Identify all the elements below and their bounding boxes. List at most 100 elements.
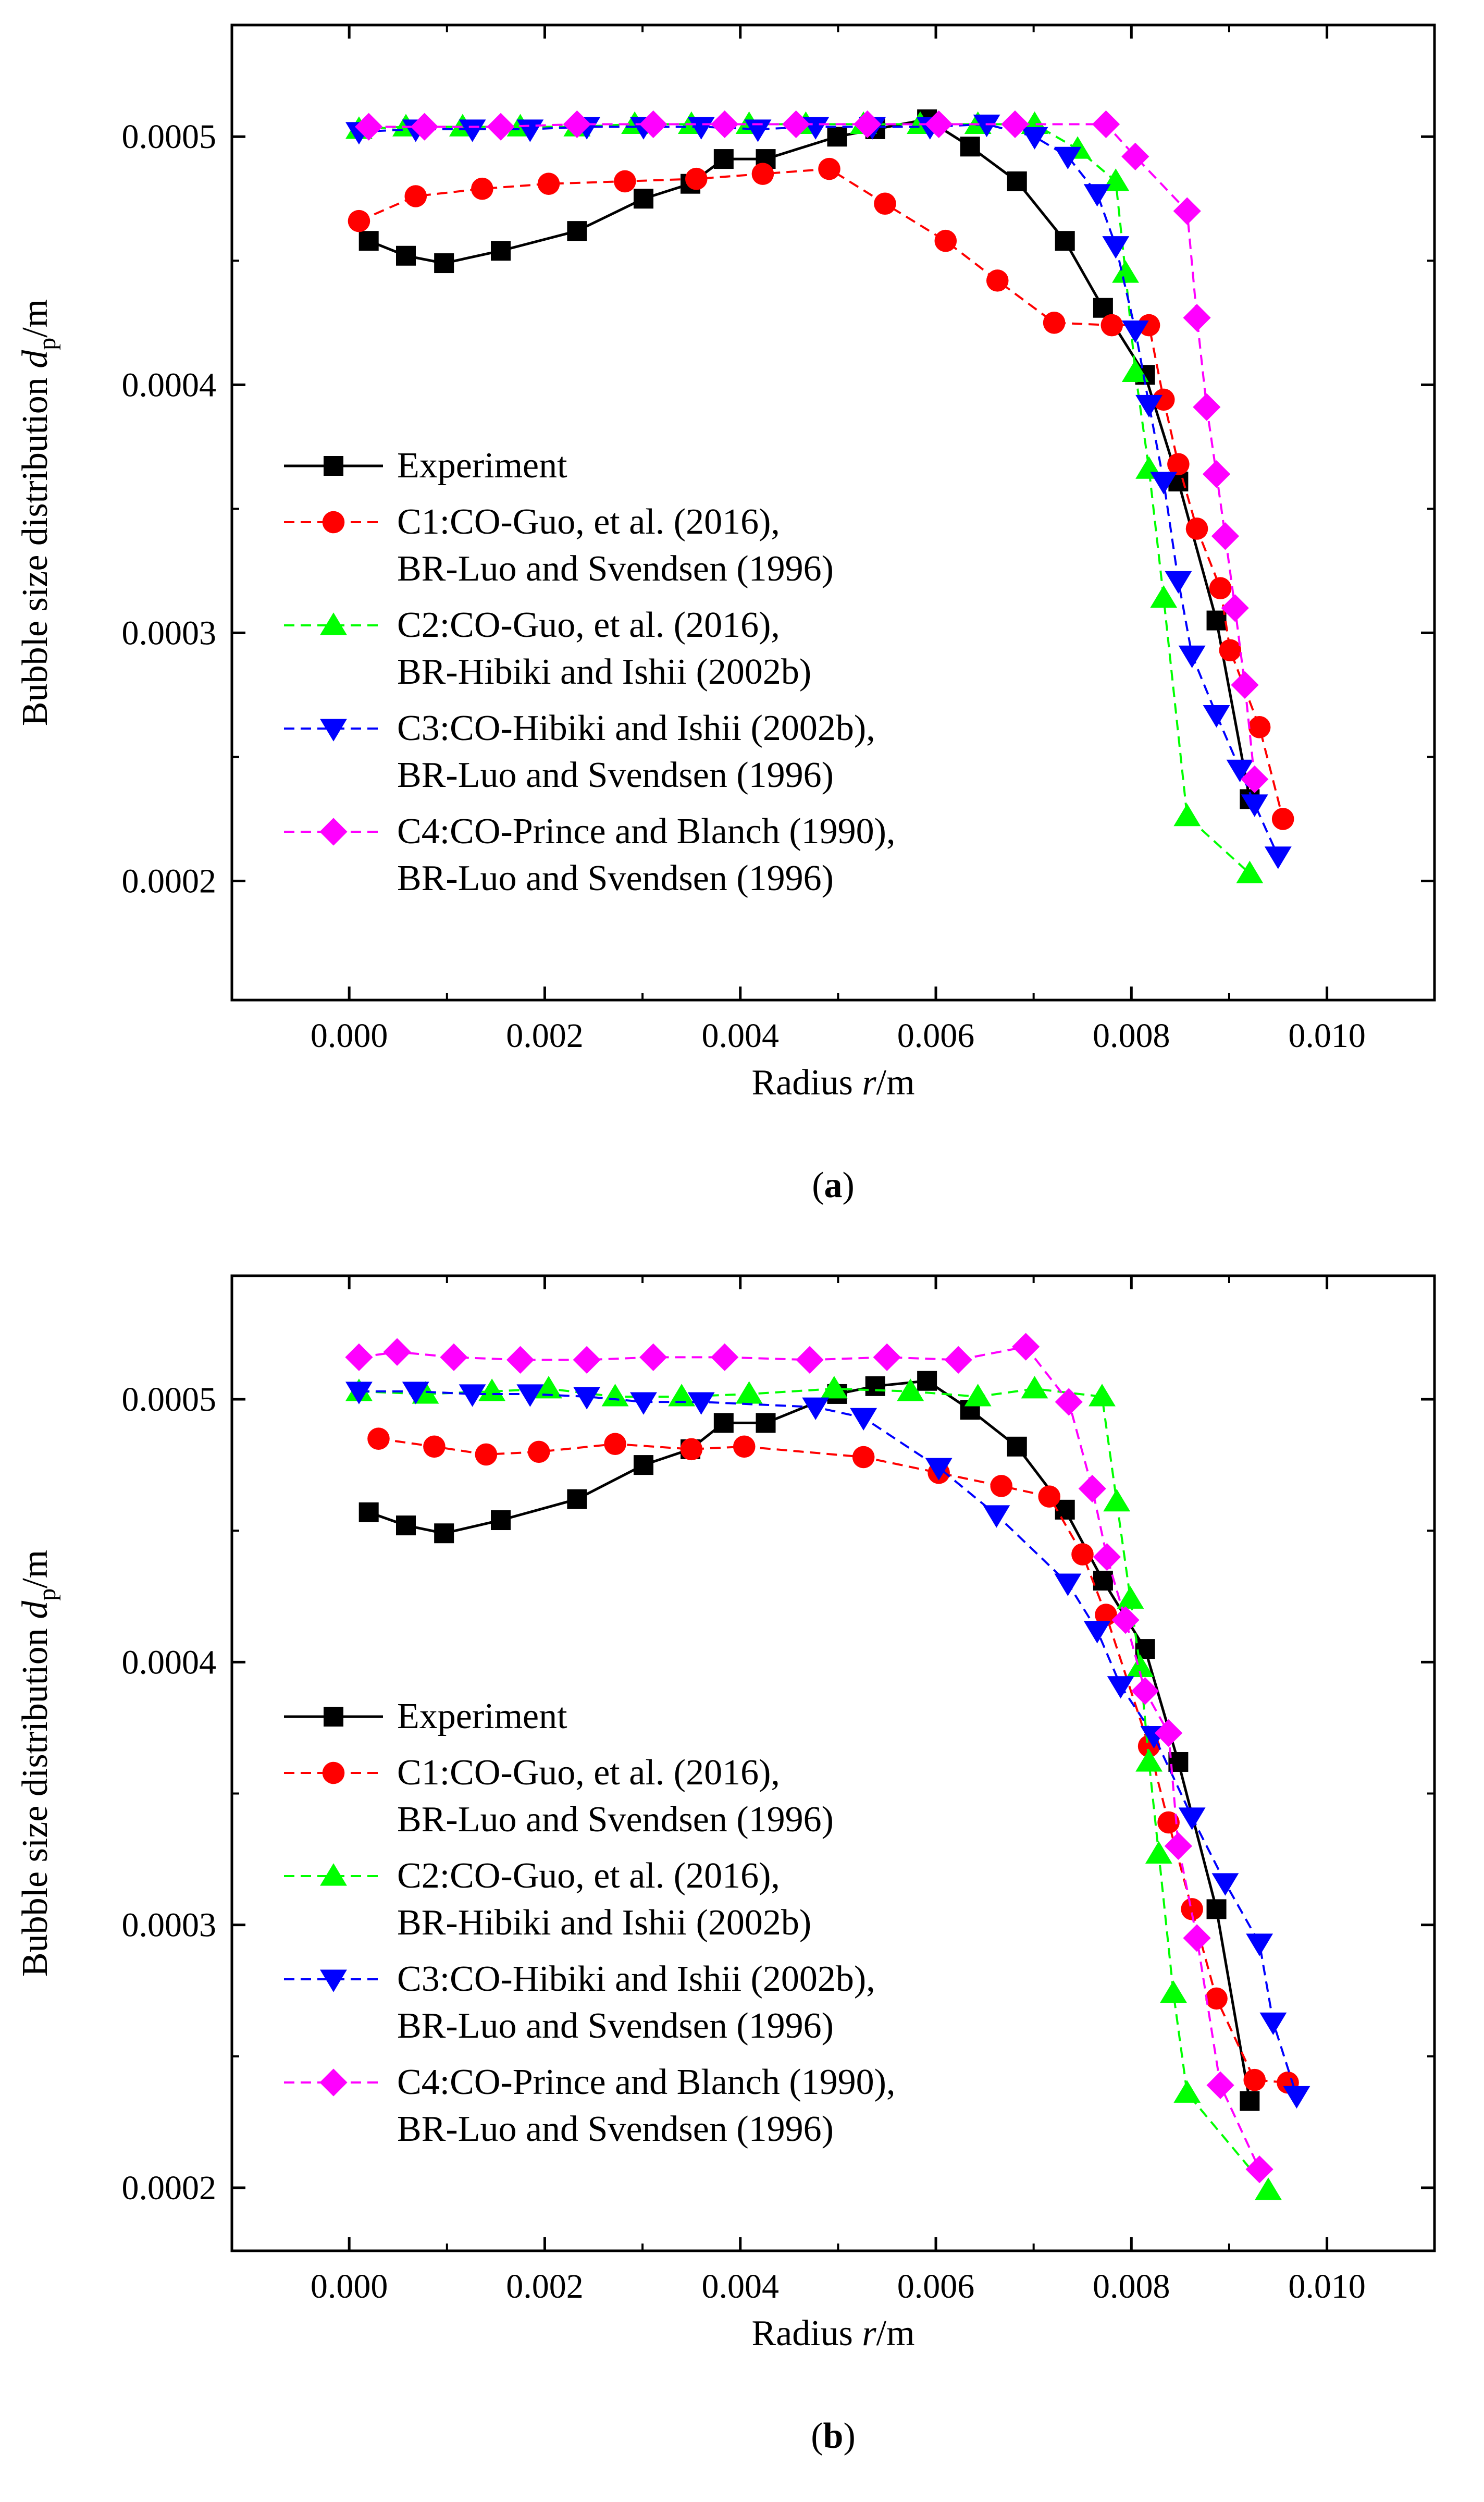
- legend-label: C2:CO-Guo, et al. (2016),: [397, 1856, 780, 1896]
- data-point: [1093, 1543, 1121, 1571]
- x-tick-label: 0.004: [701, 2267, 779, 2306]
- x-axis-label-unit: /m: [876, 1063, 915, 1103]
- series-1: [358, 1371, 1260, 2111]
- data-point: [1211, 1873, 1239, 1896]
- data-point: [1121, 142, 1149, 170]
- series-4: [345, 114, 1292, 869]
- data-point: [934, 229, 957, 252]
- data-point: [348, 209, 370, 232]
- data-point: [402, 1382, 429, 1404]
- series-line: [368, 1379, 1251, 2101]
- legend-label-line2: BR-Luo and Svendsen (1996): [397, 2006, 834, 2046]
- legend-marker: [322, 511, 345, 534]
- data-point: [459, 119, 486, 142]
- data-point: [491, 1510, 511, 1531]
- data-point: [1102, 236, 1130, 259]
- data-point: [1206, 1899, 1227, 1919]
- data-point: [1083, 1621, 1111, 1644]
- panel-label: (a): [812, 1165, 855, 1205]
- data-point: [925, 1458, 953, 1481]
- data-point: [506, 1346, 535, 1374]
- data-point: [434, 1523, 454, 1544]
- legend: Experiment C1:CO-Guo, et al. (2016), BR-Lu…: [284, 446, 895, 898]
- data-point: [478, 1378, 506, 1401]
- y-tick-label: 0.0005: [122, 118, 217, 156]
- data-point: [1178, 645, 1206, 668]
- y-axis-label-prefix: Bubble size distribution: [15, 368, 55, 726]
- x-axis-label: Radius r/m: [751, 1063, 914, 1103]
- data-point: [1055, 231, 1075, 251]
- data-point: [1157, 1811, 1180, 1834]
- data-point: [1100, 314, 1123, 337]
- data-point: [1095, 1604, 1117, 1626]
- plot-area: [345, 1333, 1310, 2200]
- data-point: [1206, 2071, 1234, 2099]
- chart-panel-b: 0.000 0.002 0.004 0.006 0.008 0.010 0.0002 0.00…: [0, 1251, 1484, 2501]
- plot-frame: [230, 1274, 1436, 2252]
- data-point: [1231, 671, 1259, 699]
- data-point: [1093, 1571, 1113, 1591]
- series-3: [345, 1376, 1282, 2200]
- series-line: [358, 1390, 1298, 2097]
- data-point: [633, 189, 653, 209]
- data-point: [687, 1392, 715, 1415]
- legend-entry: C4:CO-Prince and Blanch (1990), BR-Luo an…: [284, 811, 895, 898]
- data-point: [358, 231, 379, 251]
- legend-marker: [320, 612, 347, 635]
- data-point: [713, 1413, 734, 1433]
- legend-marker: [324, 456, 343, 476]
- y-tick-label: 0.0004: [122, 1643, 217, 1681]
- data-point: [1131, 1677, 1159, 1705]
- y-axis-label-var: d: [15, 1600, 55, 1619]
- data-point: [668, 1384, 696, 1407]
- data-point: [604, 1433, 626, 1456]
- panel-label-close: ): [843, 1165, 855, 1205]
- legend-marker: [319, 818, 348, 846]
- series-2: [348, 157, 1294, 830]
- data-point: [1135, 1749, 1163, 1772]
- data-point: [1259, 2012, 1287, 2035]
- y-tick-label: 0.0003: [122, 614, 217, 652]
- data-point: [535, 1376, 562, 1399]
- y-axis-label-unit: /m: [15, 299, 55, 338]
- data-point: [964, 1384, 992, 1407]
- data-point: [639, 1343, 667, 1371]
- y-axis-label-sub: p: [33, 1588, 61, 1601]
- data-point: [396, 245, 416, 266]
- legend-label: C3:CO-Hibiki and Ishii (2002b),: [397, 708, 875, 748]
- data-point: [1183, 1924, 1211, 1952]
- data-point: [1165, 571, 1192, 594]
- series-4: [345, 1382, 1310, 2109]
- x-axis-label-prefix: Radius: [751, 1063, 862, 1103]
- x-axis-label: Radius r/m: [751, 2313, 914, 2353]
- data-point: [527, 1440, 550, 1463]
- legend-marker: [319, 2068, 348, 2097]
- data-point: [1012, 1333, 1040, 1361]
- data-point: [1205, 1987, 1228, 2010]
- data-point: [1092, 110, 1120, 139]
- data-point: [1150, 472, 1178, 495]
- chart-panel-a: 0.000 0.002 0.004 0.006 0.008 0.010 0.0002 0.00…: [15, 23, 1436, 1205]
- data-point: [383, 1338, 411, 1366]
- data-point: [434, 253, 454, 274]
- x-tick-label: 0.002: [506, 1017, 584, 1055]
- data-point: [491, 241, 511, 261]
- legend-label: C4:CO-Prince and Blanch (1990),: [397, 2062, 895, 2102]
- x-tick-label: 0.006: [897, 1017, 975, 1055]
- data-point: [516, 1384, 544, 1407]
- data-point: [1043, 312, 1066, 334]
- data-point: [423, 1435, 446, 1458]
- x-tick-label: 0.010: [1288, 1017, 1366, 1055]
- data-point: [687, 117, 715, 140]
- data-point: [601, 1384, 629, 1407]
- legend-marker: [320, 1863, 347, 1886]
- chart-b-svg: 0.000 0.002 0.004 0.006 0.008 0.010 0.0002 0.00…: [15, 1274, 1436, 2456]
- data-point: [735, 1381, 763, 1404]
- data-point: [1055, 1388, 1083, 1416]
- data-point: [986, 269, 1009, 292]
- chart-a-svg: 0.000 0.002 0.004 0.006 0.008 0.010 0.0002 0.00…: [15, 23, 1436, 1205]
- data-point: [1173, 197, 1201, 225]
- data-point: [1241, 794, 1268, 817]
- data-point: [1211, 522, 1240, 550]
- data-point: [1055, 1499, 1075, 1520]
